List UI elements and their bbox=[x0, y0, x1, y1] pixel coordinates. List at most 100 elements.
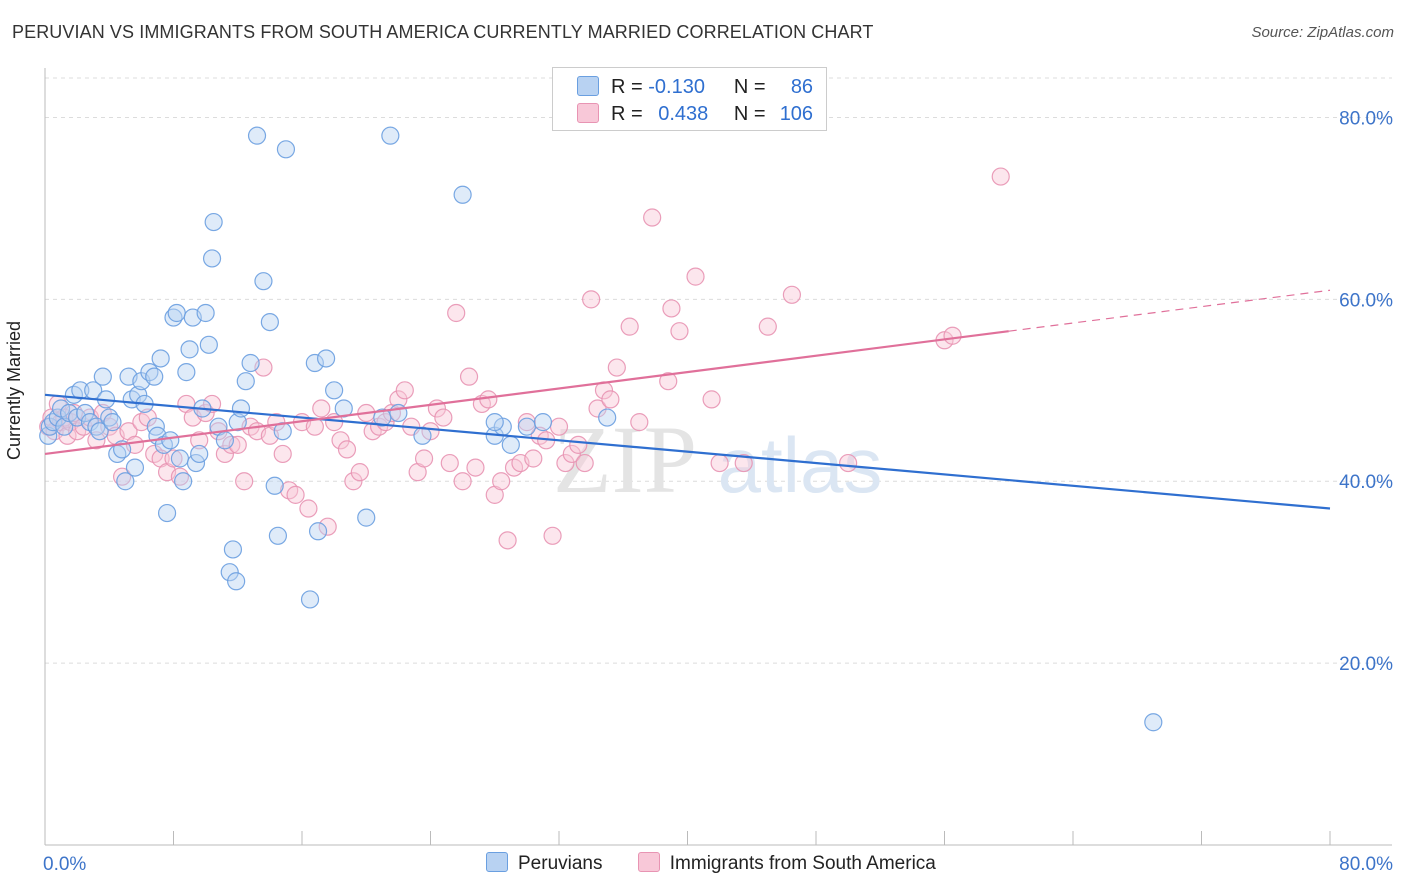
data-point bbox=[93, 367, 112, 386]
data-point bbox=[485, 413, 504, 432]
data-point bbox=[190, 431, 209, 450]
data-point bbox=[991, 167, 1010, 186]
data-point bbox=[686, 267, 705, 286]
data-point bbox=[39, 426, 58, 445]
data-point bbox=[562, 444, 581, 464]
data-point bbox=[157, 503, 177, 523]
data-point bbox=[125, 458, 145, 477]
data-point bbox=[498, 531, 517, 550]
data-point bbox=[167, 303, 186, 323]
data-point bbox=[670, 322, 689, 341]
data-point bbox=[517, 417, 536, 436]
data-point bbox=[276, 140, 296, 159]
data-point bbox=[839, 453, 858, 473]
data-point bbox=[331, 431, 350, 450]
data-point bbox=[146, 417, 165, 436]
data-point bbox=[575, 453, 594, 473]
data-point bbox=[199, 335, 218, 354]
legend-r-label: R = bbox=[611, 76, 643, 98]
data-point bbox=[440, 453, 459, 473]
trend-lines bbox=[44, 289, 1331, 510]
legend-row-peruvians: R = -0.130 N = 86 bbox=[577, 76, 813, 99]
data-point bbox=[220, 563, 239, 582]
series-legend: Peruvians Immigrants from South America bbox=[486, 852, 966, 875]
data-point bbox=[556, 453, 575, 473]
data-point bbox=[643, 208, 662, 227]
data-point bbox=[453, 185, 472, 204]
data-point bbox=[260, 312, 279, 332]
data-point bbox=[524, 449, 543, 468]
data-point bbox=[344, 472, 363, 491]
data-point bbox=[357, 508, 376, 527]
data-point bbox=[247, 126, 267, 145]
data-point bbox=[161, 431, 180, 450]
data-point bbox=[151, 349, 170, 368]
data-point bbox=[630, 413, 649, 432]
source-label: Source: ZipAtlas.com bbox=[1251, 24, 1394, 41]
legend-swatch-pink bbox=[577, 103, 599, 123]
watermark-atlas: atlas bbox=[718, 421, 883, 509]
trend-line-extension bbox=[1008, 289, 1331, 332]
x-tick-label: 0.0% bbox=[43, 854, 86, 875]
legend-name: Immigrants from South America bbox=[669, 853, 936, 874]
data-point bbox=[177, 363, 196, 382]
data-point bbox=[267, 413, 286, 432]
legend-item-peruvians: Peruvians bbox=[486, 852, 603, 875]
data-point bbox=[350, 463, 369, 482]
data-point bbox=[659, 372, 678, 391]
data-point bbox=[943, 326, 962, 345]
data-point bbox=[1144, 713, 1163, 732]
data-point bbox=[325, 381, 344, 400]
data-point bbox=[145, 367, 164, 386]
legend-r-value: -0.130 bbox=[648, 76, 705, 98]
data-point bbox=[235, 472, 254, 491]
data-point bbox=[582, 290, 601, 309]
data-point bbox=[607, 358, 626, 377]
data-point bbox=[492, 472, 511, 491]
data-point bbox=[273, 444, 292, 464]
data-point bbox=[76, 403, 95, 423]
legend-r-value: 0.438 bbox=[658, 103, 709, 125]
data-point bbox=[569, 435, 588, 454]
data-point bbox=[702, 390, 721, 409]
legend-swatch-blue bbox=[486, 852, 508, 872]
data-point bbox=[300, 590, 320, 609]
data-point bbox=[103, 413, 122, 432]
legend-r-label: R = bbox=[611, 103, 643, 125]
data-point bbox=[395, 381, 414, 400]
correlation-legend: R = -0.130 N = 86 R = 0.438 N = 106 bbox=[552, 67, 827, 131]
legend-n-label: N = bbox=[733, 103, 766, 125]
data-point bbox=[501, 435, 520, 454]
data-point bbox=[710, 453, 729, 473]
y-tick-label: 60.0% bbox=[1339, 290, 1393, 311]
data-point bbox=[236, 372, 255, 391]
data-point bbox=[116, 472, 135, 491]
legend-row-immigrants: R = 0.438 N = 106 bbox=[577, 103, 813, 126]
y-axis-label: Currently Married bbox=[4, 320, 24, 460]
legend-n-label: N = bbox=[733, 76, 766, 98]
data-point bbox=[286, 485, 305, 504]
data-point bbox=[241, 353, 260, 373]
data-points bbox=[39, 126, 1163, 732]
data-point bbox=[170, 449, 190, 468]
data-point bbox=[312, 399, 331, 418]
data-point bbox=[601, 390, 620, 409]
data-point bbox=[174, 472, 193, 491]
y-tick-label: 20.0% bbox=[1339, 654, 1393, 675]
data-point bbox=[190, 444, 209, 464]
data-point bbox=[734, 453, 753, 473]
data-point bbox=[299, 499, 318, 518]
data-point bbox=[196, 303, 215, 323]
legend-swatch-pink bbox=[637, 852, 660, 872]
data-point bbox=[466, 458, 485, 477]
data-point bbox=[265, 476, 284, 495]
tick-labels: 20.0% 40.0% 60.0% 80.0% 0.0% 80.0% bbox=[43, 108, 1393, 875]
data-point bbox=[434, 408, 453, 427]
data-point bbox=[55, 417, 74, 436]
data-point bbox=[549, 417, 569, 436]
x-tick-label: 80.0% bbox=[1339, 854, 1393, 875]
data-point bbox=[180, 340, 199, 359]
data-point bbox=[90, 422, 109, 441]
data-point bbox=[231, 399, 251, 418]
data-point bbox=[543, 526, 562, 545]
